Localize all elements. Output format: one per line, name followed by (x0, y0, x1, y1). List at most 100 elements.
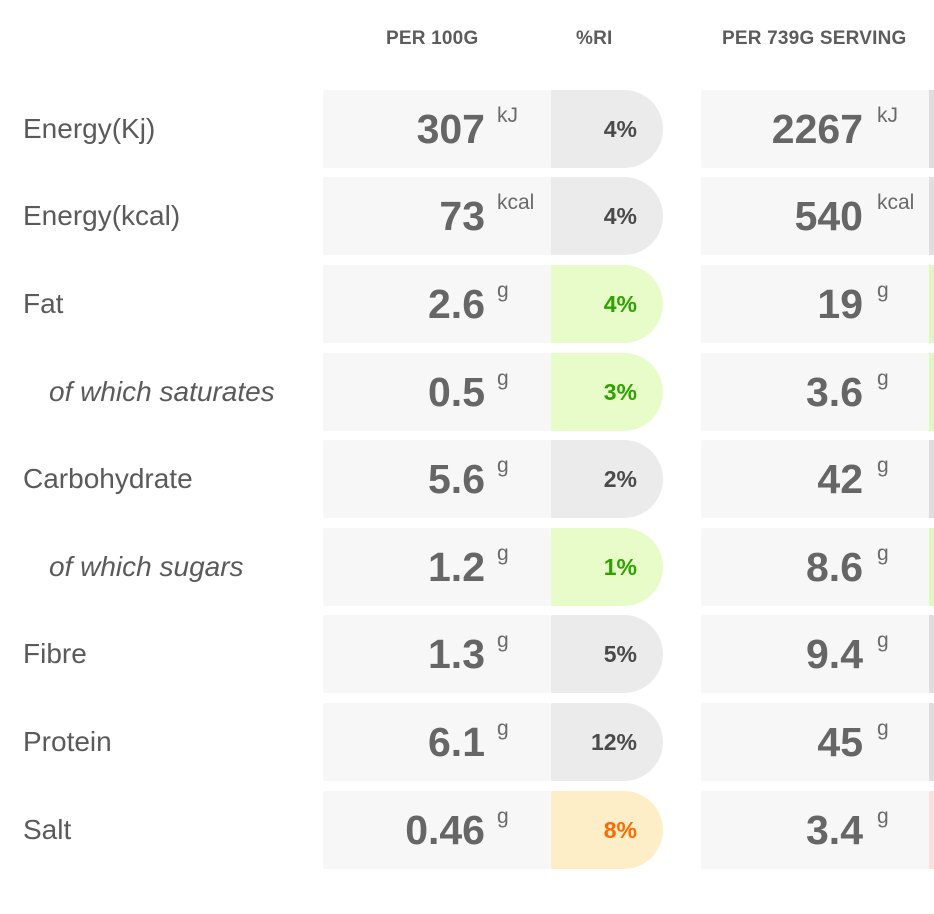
per-100g-value: 0.5 (428, 369, 485, 415)
per-100g-value: 1.2 (428, 544, 485, 590)
per-serving-value: 19 (817, 281, 863, 327)
per-serving-value: 8.6 (806, 544, 863, 590)
per-serving-unit: g (877, 805, 889, 828)
per-100g-unit: g (497, 717, 509, 740)
per-100g-unit: kcal (497, 191, 535, 214)
header-ri: %RI (576, 28, 613, 49)
ri-value: 12% (590, 729, 637, 755)
per-100g-cell: 5.6 g (323, 440, 551, 518)
per-100g-value: 73 (439, 193, 485, 239)
ri-value: 3% (603, 379, 637, 405)
ri-value: 8% (603, 817, 637, 843)
per-100g-cell: 307 kJ (323, 90, 551, 168)
per-serving-cell: 19 g (701, 265, 929, 343)
per-serving-unit: g (877, 367, 889, 390)
per-serving-cell: 3.4 g (701, 791, 929, 869)
ri-value: 2% (603, 466, 637, 492)
per-100g-value: 2.6 (428, 281, 485, 327)
nutrient-label: of which saturates (49, 376, 275, 407)
per-serving-cell: 9.4 g (701, 615, 929, 693)
ri-level-indicator (929, 353, 934, 431)
per-100g-unit: g (497, 279, 509, 302)
ri-value: 4% (603, 291, 637, 317)
table-row: of which sugars 1.2 g 1% 8.6 g (0, 528, 934, 606)
nutrient-label: of which sugars (49, 551, 244, 582)
header-per-100g: PER 100G (386, 28, 479, 49)
ri-level-indicator (929, 615, 934, 693)
ri-pill: 4% (551, 265, 663, 343)
ri-pill: 5% (551, 615, 663, 693)
per-serving-unit: g (877, 454, 889, 477)
per-100g-value: 6.1 (428, 719, 485, 765)
per-serving-unit: g (877, 717, 889, 740)
per-100g-unit: g (497, 805, 509, 828)
table-row: Salt 0.46 g 8% 3.4 g (0, 791, 934, 869)
per-serving-value: 45 (817, 719, 863, 765)
per-100g-cell: 1.2 g (323, 528, 551, 606)
per-serving-value: 3.6 (806, 369, 863, 415)
nutrient-label: Fat (23, 288, 64, 319)
ri-level-indicator (929, 703, 934, 781)
nutrient-label: Protein (23, 726, 112, 757)
ri-pill: 12% (551, 703, 663, 781)
ri-pill: 8% (551, 791, 663, 869)
per-100g-value: 1.3 (428, 631, 485, 677)
per-100g-cell: 0.46 g (323, 791, 551, 869)
ri-value: 4% (603, 116, 637, 142)
per-100g-cell: 0.5 g (323, 353, 551, 431)
ri-level-indicator (929, 440, 934, 518)
ri-pill: 4% (551, 177, 663, 255)
ri-value: 1% (603, 554, 637, 580)
table-row: Fat 2.6 g 4% 19 g (0, 265, 934, 343)
per-100g-unit: g (497, 367, 509, 390)
ri-pill: 3% (551, 353, 663, 431)
ri-value: 5% (603, 641, 637, 667)
per-serving-value: 2267 (771, 106, 863, 152)
per-serving-unit: g (877, 542, 889, 565)
per-100g-unit: g (497, 454, 509, 477)
per-100g-cell: 2.6 g (323, 265, 551, 343)
per-serving-unit: kcal (877, 191, 915, 214)
per-serving-value: 540 (794, 193, 863, 239)
per-serving-value: 42 (817, 456, 863, 502)
per-serving-cell: 540 kcal (701, 177, 929, 255)
header-per-serving: PER 739G SERVING (722, 28, 907, 49)
ri-value: 4% (603, 203, 637, 229)
nutrient-label: Fibre (23, 638, 87, 669)
nutrient-label: Energy(Kj) (23, 113, 156, 144)
ri-level-indicator (929, 791, 934, 869)
table-row: Fibre 1.3 g 5% 9.4 g (0, 615, 934, 693)
table-row: Energy(kcal) 73 kcal 4% 540 kcal (0, 177, 934, 255)
ri-level-indicator (929, 528, 934, 606)
per-serving-value: 9.4 (806, 631, 863, 677)
per-serving-cell: 45 g (701, 703, 929, 781)
per-100g-cell: 1.3 g (323, 615, 551, 693)
per-serving-unit: g (877, 629, 889, 652)
table-row: Energy(Kj) 307 kJ 4% 2267 kJ (0, 90, 934, 168)
per-serving-unit: kJ (877, 104, 898, 127)
ri-level-indicator (929, 265, 934, 343)
ri-pill: 1% (551, 528, 663, 606)
per-100g-cell: 73 kcal (323, 177, 551, 255)
ri-pill: 4% (551, 90, 663, 168)
ri-level-indicator (929, 177, 934, 255)
nutrient-label: Salt (23, 814, 72, 845)
table-row: Carbohydrate 5.6 g 2% 42 g (0, 440, 934, 518)
ri-pill: 2% (551, 440, 663, 518)
per-100g-value: 307 (416, 106, 485, 152)
per-100g-cell: 6.1 g (323, 703, 551, 781)
per-serving-unit: g (877, 279, 889, 302)
nutrient-label: Energy(kcal) (23, 200, 181, 231)
table-row: Protein 6.1 g 12% 45 g (0, 703, 934, 781)
table-row: of which saturates 0.5 g 3% 3.6 g (0, 353, 934, 431)
per-100g-value: 0.46 (405, 807, 485, 853)
ri-level-indicator (929, 90, 934, 168)
per-serving-cell: 8.6 g (701, 528, 929, 606)
per-100g-unit: kJ (497, 104, 518, 127)
per-serving-value: 3.4 (806, 807, 863, 853)
per-serving-cell: 2267 kJ (701, 90, 929, 168)
per-100g-unit: g (497, 542, 509, 565)
per-100g-value: 5.6 (428, 456, 485, 502)
per-serving-cell: 3.6 g (701, 353, 929, 431)
nutrient-label: Carbohydrate (23, 463, 193, 494)
